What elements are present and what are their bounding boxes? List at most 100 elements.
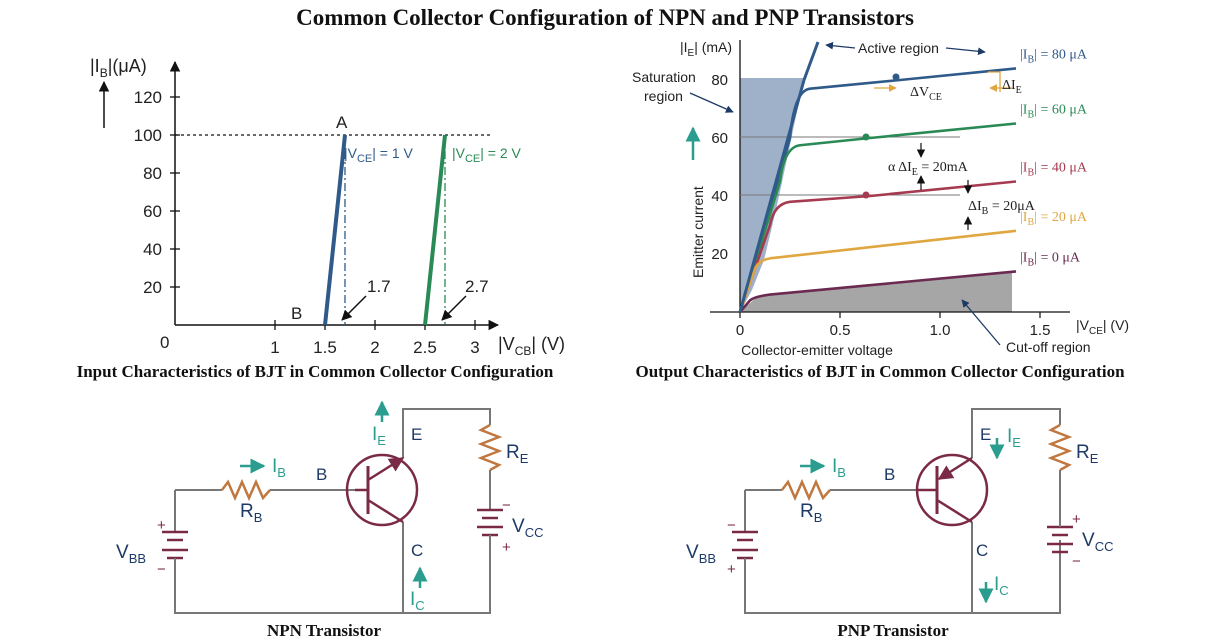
npn-vcc-minus: − [502,497,511,514]
pnp-vbb-plus: + [727,561,736,578]
x-tick-label: 2 [370,338,379,357]
npn-caption: NPN Transistor [267,621,382,640]
npn-e-label: E [411,425,422,444]
npn-ib-label: IB [272,456,286,480]
point-60uA [862,133,870,141]
output-y-tick-label: 20 [711,246,728,263]
y-tick-label: 120 [134,88,162,107]
origin-label: 0 [160,333,169,352]
pnp-wire-emitter [971,408,1061,458]
ib-40-label: |IB| = 40 μA [1020,161,1088,179]
npn-wire-emitter [402,408,491,458]
input-chart-caption: Input Characteristics of BJT in Common C… [77,362,554,381]
output-x-tick-label: 0.5 [830,322,851,339]
pnp-ie-label: IE [1007,426,1021,450]
delta-vce-label: ΔVCE [910,85,942,103]
output-y-unit: |IE| (mA) [680,39,732,59]
ib-20-label: |IB| = 20 μA [1020,210,1088,228]
pnp-c-label: C [976,541,988,560]
pnp-vcc-plus: + [1072,511,1081,528]
y-tick-label: 80 [143,164,162,183]
input-chart: |IB|(μA) |VCB| (V) 0 20 40 60 80 100 120 1 1.5… [77,56,565,381]
x-tick-label: 2.5 [413,338,437,357]
pnp-rb-label: RB [800,501,822,525]
pnp-re-resistor [1047,423,1073,472]
x-tick-label: 1 [270,338,279,357]
ib-80-label: |IB| = 80 μA [1020,47,1088,65]
saturation-label-line2: region [644,88,683,104]
y-tick-label: 60 [143,202,162,221]
npn-transistor-symbol [345,453,419,527]
pnp-caption: PNP Transistor [837,621,949,640]
vce-2v-curve [423,134,447,326]
point-80uA [892,73,900,81]
output-y-ticks: 20 40 60 80 [711,72,728,263]
pnp-e-label: E [980,425,991,444]
pnp-vcc-label: VCC [1082,530,1113,554]
npn-b-label: B [316,465,327,484]
output-y-tick-label: 80 [711,72,728,89]
output-chart-caption: Output Characteristics of BJT in Common … [635,362,1125,381]
marker-1-7-label: 1.7 [367,277,391,296]
input-y-ticks: 20 40 60 80 100 120 [134,88,180,297]
marker-2-7-label: 2.7 [465,277,489,296]
pnp-ib-label: IB [832,456,846,480]
pnp-rb-resistor [781,478,831,502]
point-a-label: A [336,113,348,132]
input-x-ticks: 1 1.5 2 2.5 3 [270,320,480,357]
saturation-arrow [689,92,734,113]
y-tick-label: 100 [134,126,162,145]
npn-vcc-plus: + [502,539,511,556]
vce-2v-label: |VCE| = 2 V [452,145,522,165]
cutoff-arrow [961,299,1001,346]
delta-ie-label: ΔIE [1002,78,1022,96]
page-title: Common Collector Configuration of NPN an… [296,5,914,30]
ib-0-label: |IB| = 0 μA [1020,250,1081,268]
output-x-tick-label: 0 [736,322,744,339]
output-x-unit: |VCE| (V) [1076,317,1129,337]
output-curves [738,67,1017,313]
npn-rb-label: RB [240,501,262,525]
npn-vbb-minus: − [157,561,166,578]
npn-ie-label: IE [372,424,386,448]
vce-1v-curve [323,134,347,326]
pnp-ic-label: IC [994,574,1009,598]
cutoff-label: Cut-off region [1006,339,1091,355]
y-tick-label: 40 [143,240,162,259]
pnp-vbb-battery [732,530,758,566]
npn-rb-resistor [221,478,271,502]
active-region-arrow-left [825,41,856,50]
pnp-vcc-battery [1047,510,1073,554]
pnp-transistor-symbol [915,453,989,527]
pnp-vbb-label: VBB [686,542,716,566]
cutoff-region-fill [740,272,1012,312]
ib-60-curve [738,122,1017,313]
output-y-tick-label: 40 [711,188,728,205]
pnp-circuit: − + VBB + − VCC RB IB B E IE C IC RE [686,408,1113,640]
pnp-wire-bottom [744,540,1061,614]
npn-vcc-label: VCC [512,516,543,540]
pnp-vcc-minus: − [1072,553,1081,570]
npn-vbb-label: VBB [116,542,146,566]
y-axis-label: |IB|(μA) [90,56,147,80]
x-axis-label: |VCB| (V) [498,334,565,358]
delta-ie-bracket [988,71,1001,92]
y-tick-label: 20 [143,278,162,297]
npn-re-resistor [477,423,503,472]
output-y-title: Emitter current [690,186,706,278]
npn-re-label: RE [506,442,529,466]
saturation-boundary-extension [802,41,820,81]
npn-vcc-battery [477,508,503,540]
npn-wire-bottom [174,540,491,614]
point-40uA [862,191,870,199]
delta-ib-label: ΔIB = 20μA [968,199,1036,217]
marker-2-7-arrow [441,295,467,321]
output-chart: |IE| (mA) Emitter current |VCE| (V) Coll… [632,39,1129,381]
output-x-ticks: 0 0.5 1.0 1.5 [736,312,1050,339]
output-x-title: Collector-emitter voltage [741,342,893,358]
npn-vbb-plus: + [157,517,166,534]
pnp-vbb-minus: − [727,517,736,534]
npn-ic-label: IC [410,589,425,613]
ib-0-curve [739,270,1017,313]
